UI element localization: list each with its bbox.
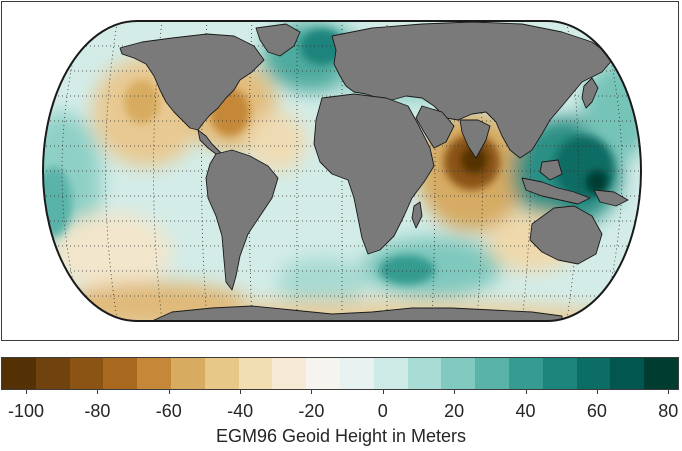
globe-outline (42, 20, 642, 322)
arabia (415, 105, 455, 149)
greenland (255, 23, 301, 57)
geoid-map (42, 20, 642, 322)
colorbar-swatch (441, 358, 476, 389)
indian-subcontinent (459, 119, 491, 159)
colorbar-swatch (576, 358, 611, 389)
colorbar-tick-label: 20 (444, 401, 465, 421)
colorbar-tick (25, 390, 27, 394)
colorbar-swatch (306, 358, 340, 389)
colorbar-tick-label: -80 (84, 401, 111, 421)
colorbar-swatch (475, 358, 509, 389)
borneo (539, 159, 563, 181)
north-america (119, 33, 265, 131)
colorbar-tick-label: 80 (658, 401, 679, 421)
africa (313, 93, 435, 255)
colorbar-tick (382, 390, 384, 394)
colorbar-tick-label: -40 (227, 401, 254, 421)
map-panel (1, 1, 679, 341)
colorbar-tick (168, 390, 170, 394)
colorbar-swatch (542, 358, 577, 389)
colorbar-swatch (272, 358, 307, 389)
colorbar-tick (454, 390, 456, 394)
australia (529, 205, 603, 265)
colorbar-swatch (407, 358, 442, 389)
new-guinea (593, 189, 629, 207)
colorbar-swatch (339, 358, 374, 389)
colorbar-tick (525, 390, 527, 394)
colorbar-swatch (35, 358, 70, 389)
colorbar-tick-label: -100 (7, 401, 44, 421)
madagascar (411, 201, 423, 229)
colorbar-swatch (373, 358, 408, 389)
colorbar-swatch (69, 358, 104, 389)
colorbar-tick-label: -20 (298, 401, 325, 421)
colorbar-swatch (103, 358, 138, 389)
colorbar-tick-label: 60 (586, 401, 607, 421)
colorbar-swatch (170, 358, 205, 389)
colorbar-swatch (2, 358, 36, 389)
colorbar-tick (97, 390, 99, 394)
south-america (205, 149, 279, 291)
colorbar-ticks: -100 -80 -60 -40 -20 0 20 40 60 80 (1, 390, 679, 421)
colorbar-tick (596, 390, 598, 394)
landmasses (119, 21, 629, 321)
colorbar-title: EGM96 Geoid Height in Meters (215, 426, 467, 446)
colorbar-tick-label: -60 (155, 401, 182, 421)
colorbar-tick (668, 390, 670, 394)
japan (581, 77, 599, 109)
colorbar-tick (240, 390, 242, 394)
colorbar-swatch (238, 358, 273, 389)
colorbar-tick-label: 40 (515, 401, 536, 421)
colorbar-swatch (508, 358, 543, 389)
colorbar (1, 357, 679, 390)
colorbar-swatch (137, 358, 171, 389)
southeast-asia-islands (521, 177, 591, 205)
colorbar-tick-label: 0 (377, 401, 388, 421)
antarctica (151, 305, 563, 321)
colorbar-swatch (644, 358, 678, 389)
europe-asia (331, 21, 615, 159)
colorbar-swatch (610, 358, 645, 389)
colorbar-tick (311, 390, 313, 394)
colorbar-swatch (204, 358, 239, 389)
